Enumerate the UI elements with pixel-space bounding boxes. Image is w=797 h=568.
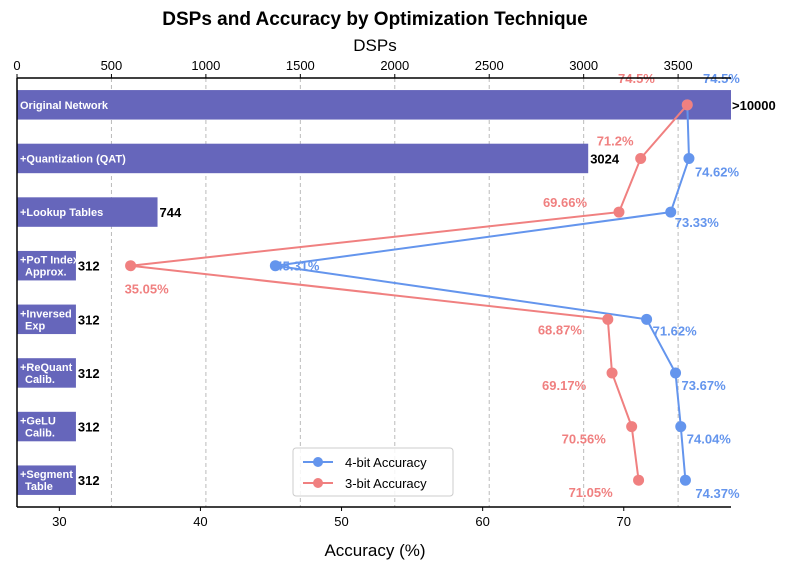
top-axis-tick-label: 1500 [286,58,315,73]
series-point [613,206,625,218]
accuracy-data-label: 73.67% [682,378,727,393]
chart-title: DSPs and Accuracy by Optimization Techni… [162,9,587,30]
bar-category-label: Calib. [25,374,55,386]
dsp-bar [17,250,76,281]
bar-category-label: +PoT Index [20,255,80,267]
bar-category-label: +Inversed [20,308,72,320]
dsp-bar [17,197,158,227]
legend-label: 3-bit Accuracy [345,476,427,491]
bottom-axis-tick-label: 50 [334,514,348,529]
top-axis-label: DSPs [353,36,396,55]
accuracy-data-label: 68.87% [538,322,583,337]
top-axis-tick-label: 2500 [475,58,504,73]
top-axis-tick-label: 3000 [569,58,598,73]
series-line [275,104,691,481]
dsp-value-label: >10000 [732,98,776,113]
dsp-value-label: 312 [78,312,100,327]
legend-label: 4-bit Accuracy [345,455,427,470]
accuracy-data-label: 74.04% [687,432,732,447]
accuracy-data-label: 69.17% [542,378,587,393]
bar-category-label: Approx. [25,267,67,279]
legend-marker [313,478,323,488]
accuracy-data-label: 74.37% [695,486,740,501]
accuracy-data-label: 71.05% [569,485,614,500]
top-axis-tick-label: 500 [101,58,123,73]
accuracy-data-label: 70.56% [562,432,607,447]
top-axis-tick-label: 1000 [191,58,220,73]
series-point [602,313,614,325]
bar-category-label: +Lookup Tables [20,207,103,219]
accuracy-data-label: 74.62% [695,164,740,179]
top-axis-tick-label: 2000 [380,58,409,73]
accuracy-data-label: 73.33% [675,215,720,230]
dsp-value-label: 3024 [590,151,620,166]
series-point [683,152,695,164]
dsp-bar [17,143,589,174]
bar-category-label: +ReQuant [20,362,73,374]
top-axis-tick-label: 0 [13,58,20,73]
accuracy-data-label: 71.62% [653,323,698,338]
bottom-axis-tick-label: 60 [475,514,489,529]
accuracy-data-label: 69.66% [543,195,588,210]
series-point [665,206,677,218]
dsp-value-label: 312 [78,420,100,435]
series-point [125,260,137,272]
series-point [269,260,281,272]
series-point [641,313,653,325]
bottom-axis-tick-label: 40 [193,514,207,529]
bar-category-label: Table [25,481,53,493]
dsp-value-label: 312 [78,473,100,488]
accuracy-data-label: 45.31% [275,259,320,274]
series-point [635,152,647,164]
series-point [679,474,691,486]
bar-category-label: +Segment [20,469,73,481]
bar-category-label: Exp [25,320,45,332]
series-point [633,474,645,486]
bar-category-label: Original Network [20,100,109,112]
dsp-value-label: 312 [78,259,100,274]
accuracy-data-label: 71.2% [597,133,634,148]
legend-marker [313,457,323,467]
bottom-axis-label: Accuracy (%) [324,541,425,560]
dsp-bar [17,411,76,442]
series-point [675,421,687,433]
bar-category-label: +GeLU [20,416,56,428]
series-point [681,99,693,111]
bar-category-label: Calib. [25,428,55,440]
dsp-bar [17,304,76,335]
bottom-axis-tick-label: 70 [617,514,631,529]
series-point [670,367,682,379]
dsp-bar [17,465,76,495]
accuracy-data-label: 35.05% [125,282,170,297]
bottom-axis-tick-label: 30 [52,514,66,529]
series-point [606,367,618,379]
dsp-value-label: 744 [160,205,182,220]
bar-category-label: +Quantization (QAT) [20,153,126,165]
series-line [130,104,689,481]
dsp-value-label: 312 [78,366,100,381]
top-axis-tick-label: 3500 [664,58,693,73]
dsp-bar [17,358,76,388]
dsp-bar [17,90,731,120]
series-point [626,421,638,433]
